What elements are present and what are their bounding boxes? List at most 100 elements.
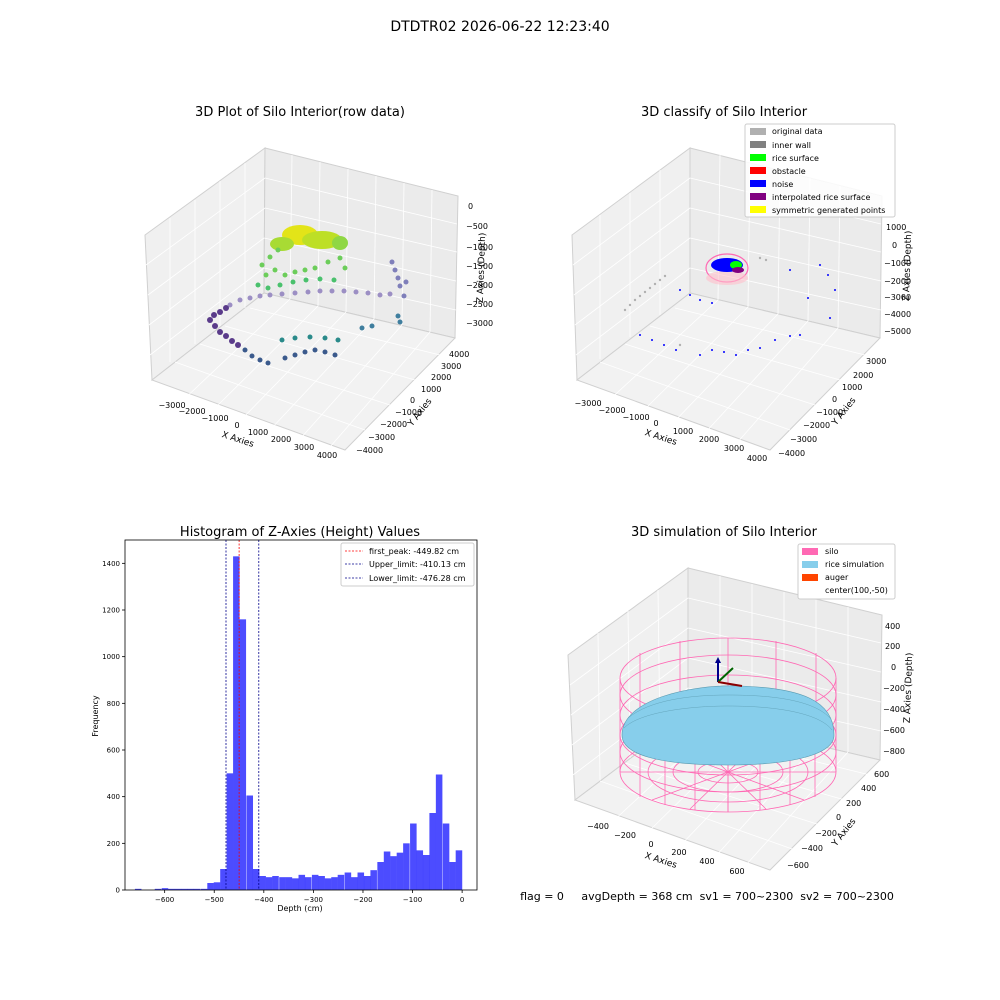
panel-classify: 3D classify of Silo Interior xyxy=(571,105,914,463)
histogram-bar xyxy=(422,855,430,890)
svg-text:−1000: −1000 xyxy=(816,408,843,417)
svg-text:400: 400 xyxy=(885,622,900,631)
histogram-bar xyxy=(311,874,319,890)
classify-legend-symmetric: symmetric generated points xyxy=(750,206,885,215)
svg-text:0: 0 xyxy=(410,396,415,405)
histogram-title: Histogram of Z-Axies (Height) Values xyxy=(180,525,420,540)
histogram-bar xyxy=(298,874,306,890)
classify-legend: original data inner wall rice surface ob… xyxy=(744,123,896,218)
y-tick-label: 400 xyxy=(107,793,120,801)
svg-text:−2500: −2500 xyxy=(466,300,493,309)
svg-text:−2000: −2000 xyxy=(598,406,625,415)
simulation-legend-rice: rice simulation xyxy=(802,560,884,569)
classify-points xyxy=(623,253,836,356)
histogram-bar xyxy=(429,813,436,890)
histogram-bar xyxy=(285,877,293,890)
classify-title: 3D classify of Silo Interior xyxy=(641,105,808,120)
svg-text:2000: 2000 xyxy=(853,371,873,380)
svg-text:4000: 4000 xyxy=(317,451,337,460)
legend-upper-limit: Upper_limit: -410.13 cm xyxy=(345,560,466,569)
svg-text:2000: 2000 xyxy=(699,435,719,444)
legend-swatch-interpolated xyxy=(750,193,766,200)
svg-text:−400: −400 xyxy=(883,705,905,714)
svg-text:obstacle: obstacle xyxy=(772,167,806,176)
histogram-bar xyxy=(396,852,404,890)
histogram-bar xyxy=(220,869,227,890)
svg-text:0: 0 xyxy=(891,663,896,672)
histogram-bar xyxy=(226,773,234,890)
svg-text:−500: −500 xyxy=(466,222,488,231)
histogram-bar xyxy=(233,556,240,890)
histogram-bar xyxy=(304,877,312,890)
panel-histogram: Histogram of Z-Axies (Height) Values −60… xyxy=(91,525,478,913)
histogram-bar xyxy=(200,888,208,890)
svg-text:−1000: −1000 xyxy=(395,408,422,417)
legend-swatch-rice xyxy=(802,561,818,568)
svg-text:center(100,-50): center(100,-50) xyxy=(825,586,888,595)
svg-text:inner wall: inner wall xyxy=(772,141,811,150)
histogram-bar xyxy=(435,774,443,890)
svg-text:auger: auger xyxy=(825,573,849,582)
svg-text:0: 0 xyxy=(832,395,837,404)
svg-text:−1000: −1000 xyxy=(466,243,493,252)
histogram-bar xyxy=(351,877,358,890)
histogram-bar xyxy=(455,850,463,890)
svg-text:1000: 1000 xyxy=(421,385,441,394)
svg-text:−3000: −3000 xyxy=(158,401,185,410)
svg-text:−600: −600 xyxy=(787,861,809,870)
svg-text:−1000: −1000 xyxy=(201,414,228,423)
svg-text:−1000: −1000 xyxy=(622,413,649,422)
histogram-bar xyxy=(370,870,377,890)
histogram-bar xyxy=(337,874,345,890)
svg-text:rice surface: rice surface xyxy=(772,154,819,163)
y-tick-label: 1000 xyxy=(102,653,120,661)
status-footer: flag = 0 avgDepth = 368 cm sv1 = 700~230… xyxy=(520,890,894,903)
svg-text:−3000: −3000 xyxy=(466,319,493,328)
legend-swatch-noise xyxy=(750,180,766,187)
histogram-bar xyxy=(181,888,188,890)
svg-text:−1000: −1000 xyxy=(884,259,911,268)
classify-legend-interpolated: interpolated rice surface xyxy=(750,193,870,202)
svg-text:−2000: −2000 xyxy=(380,420,407,429)
histogram-bar xyxy=(449,862,456,890)
svg-text:2000: 2000 xyxy=(271,435,291,444)
svg-text:silo: silo xyxy=(825,547,839,556)
classify-legend-inner-wall: inner wall xyxy=(750,141,811,150)
histogram-bar xyxy=(410,823,417,890)
histogram-plot-area: −600 −500 −400 −300 −200 −100 0 0 200 400 600 800 10… xyxy=(102,539,478,904)
simulation-legend: silo rice simulation auger center(100,-5… xyxy=(797,543,896,600)
simulation-zlabel: Z Axies (Depth) xyxy=(903,653,915,724)
classify-gridlines xyxy=(572,154,882,445)
svg-text:−4000: −4000 xyxy=(356,446,383,455)
svg-text:−2000: −2000 xyxy=(884,277,911,286)
y-tick-label: 600 xyxy=(107,747,120,755)
histogram-bar xyxy=(279,877,286,890)
svg-text:−400: −400 xyxy=(801,844,823,853)
histogram-bar xyxy=(324,878,332,890)
svg-text:−800: −800 xyxy=(883,747,905,756)
svg-text:600: 600 xyxy=(729,867,744,876)
svg-text:3000: 3000 xyxy=(866,357,886,366)
histogram-bar xyxy=(168,888,175,890)
y-tick-label: 1200 xyxy=(102,607,120,615)
histogram-bar xyxy=(272,876,279,890)
svg-text:−2000: −2000 xyxy=(803,421,830,430)
legend-swatch-rice-surface xyxy=(750,154,766,161)
histogram-bar xyxy=(239,619,247,890)
svg-text:200: 200 xyxy=(885,642,900,651)
svg-text:−3000: −3000 xyxy=(790,435,817,444)
svg-text:1000: 1000 xyxy=(842,383,862,392)
svg-text:0: 0 xyxy=(892,241,897,250)
histogram-bar xyxy=(292,878,299,890)
legend-first-peak: first_peak: -449.82 cm xyxy=(345,547,459,556)
histogram-bar xyxy=(344,872,352,890)
histogram-bar xyxy=(161,888,169,890)
svg-text:Upper_limit: -410.13 cm: Upper_limit: -410.13 cm xyxy=(369,560,466,569)
histogram-bar xyxy=(213,882,221,890)
x-tick-label: −100 xyxy=(403,896,422,904)
histogram-bar xyxy=(246,795,254,890)
histogram-bar xyxy=(193,888,201,890)
svg-text:3000: 3000 xyxy=(724,444,744,453)
histogram-bar xyxy=(416,850,424,890)
histogram-xlabel: Depth (cm) xyxy=(277,904,322,913)
